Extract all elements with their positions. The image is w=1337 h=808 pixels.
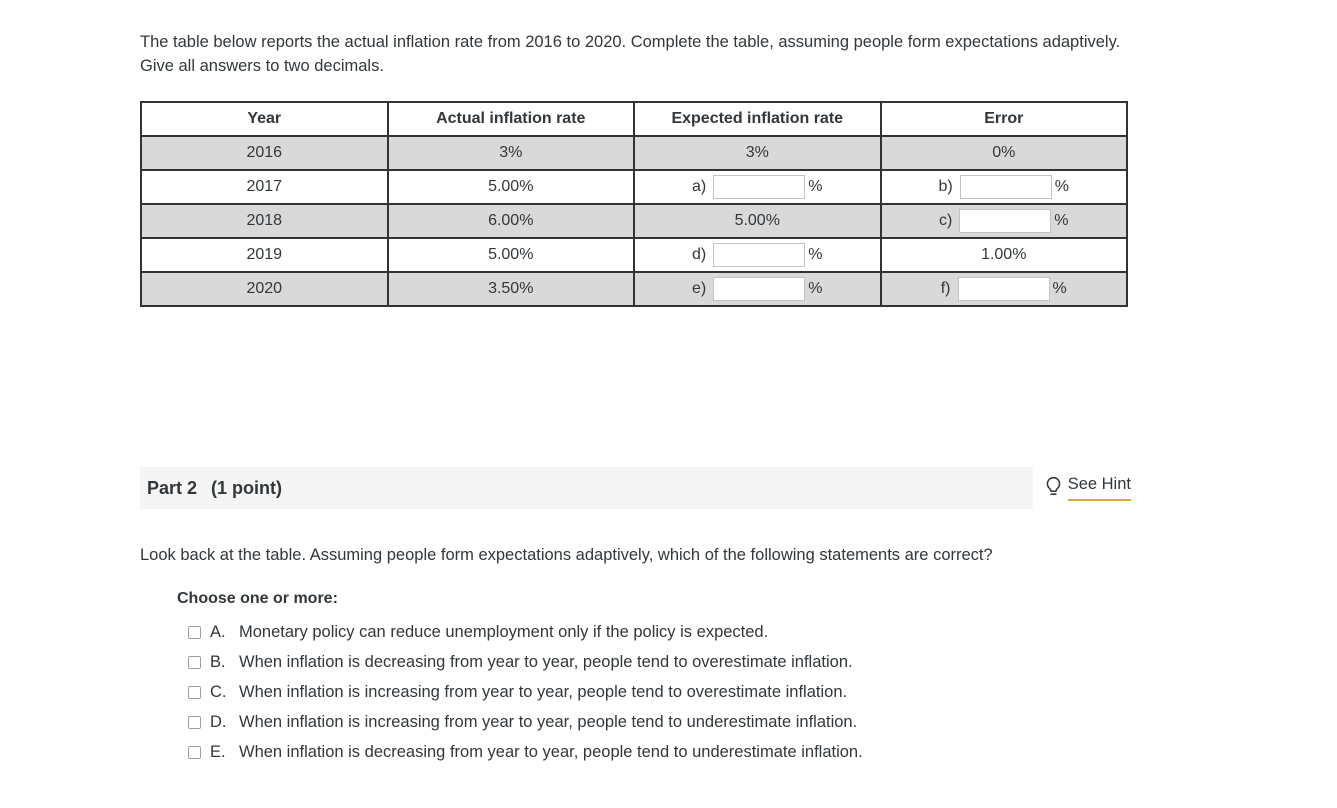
choice-letter: E. (210, 742, 226, 761)
choice-text: When inflation is decreasing from year t… (239, 742, 863, 761)
cell-error: b) % (879, 169, 1128, 205)
answer-label-a: a) (692, 178, 707, 195)
cell-actual: 3.50% (386, 271, 635, 307)
cell-actual: 5.00% (386, 169, 635, 205)
answer-input-f[interactable] (957, 277, 1050, 301)
choice-a: A. Monetary policy can reduce unemployme… (188, 617, 1128, 647)
choice-text: When inflation is increasing from year t… (239, 712, 858, 731)
col-header-error: Error (879, 101, 1128, 137)
see-hint-link[interactable]: See Hint (1032, 467, 1131, 509)
choice-text: When inflation is increasing from year t… (239, 682, 848, 701)
cell-expected: e) % (633, 271, 882, 307)
col-header-year: Year (140, 101, 389, 137)
part2-title: Part 2 (147, 477, 198, 498)
cell-year: 2016 (140, 135, 389, 171)
percent-suffix: % (1054, 212, 1069, 229)
cell-actual: 3% (386, 135, 635, 171)
answer-label-b: b) (938, 178, 953, 195)
part2-points: (1 point) (211, 477, 283, 498)
choice-d-checkbox[interactable] (188, 715, 201, 729)
table-row: 2019 5.00% d) % 1.00% (140, 237, 1128, 273)
answer-input-c[interactable] (959, 209, 1052, 233)
answer-label-e: e) (692, 280, 707, 297)
cell-error: 1.00% (879, 237, 1128, 273)
table-row: 2016 3% 3% 0% (140, 135, 1128, 171)
answer-input-e[interactable] (713, 277, 806, 301)
table-row: 2018 6.00% 5.00% c) % (140, 203, 1128, 239)
answer-label-c: c) (938, 212, 953, 229)
choice-letter: C. (210, 682, 227, 701)
percent-suffix: % (808, 246, 823, 263)
part2-question: Look back at the table. Assuming people … (140, 546, 993, 564)
see-hint-label: See Hint (1067, 475, 1131, 501)
choice-letter: B. (210, 652, 226, 671)
cell-year: 2018 (140, 203, 389, 239)
part2-header-bar: Part 2 (1 point) See Hint (140, 467, 1131, 509)
cell-error: f) % (879, 271, 1128, 307)
choice-e: E. When inflation is decreasing from yea… (188, 737, 1128, 767)
col-header-actual: Actual inflation rate (386, 101, 635, 137)
cell-year: 2020 (140, 271, 389, 307)
choices-list: A. Monetary policy can reduce unemployme… (188, 617, 1128, 767)
percent-suffix: % (808, 280, 823, 297)
choice-d: D. When inflation is increasing from yea… (188, 707, 1128, 737)
choice-letter: D. (210, 712, 227, 731)
cell-actual: 5.00% (386, 237, 635, 273)
cell-expected: 3% (633, 135, 882, 171)
answer-label-f: f) (940, 280, 951, 297)
choice-letter: A. (210, 622, 226, 641)
cell-error: 0% (879, 135, 1128, 171)
part1-instructions: The table below reports the actual infla… (140, 33, 1121, 75)
choose-one-or-more-label: Choose one or more: (177, 590, 338, 607)
percent-suffix: % (808, 178, 823, 195)
cell-year: 2019 (140, 237, 389, 273)
choice-b: B. When inflation is decreasing from yea… (188, 647, 1128, 677)
cell-expected: d) % (633, 237, 882, 273)
inflation-table: Year Actual inflation rate Expected infl… (140, 101, 1128, 307)
cell-error: c) % (879, 203, 1128, 239)
col-header-expected: Expected inflation rate (633, 101, 882, 137)
cell-year: 2017 (140, 169, 389, 205)
choice-text: When inflation is decreasing from year t… (239, 652, 853, 671)
choice-b-checkbox[interactable] (188, 655, 201, 669)
table-row: 2020 3.50% e) % f) % (140, 271, 1128, 307)
table-header-row: Year Actual inflation rate Expected infl… (140, 101, 1128, 137)
lightbulb-icon (1046, 476, 1061, 495)
answer-input-b[interactable] (959, 175, 1052, 199)
choice-a-checkbox[interactable] (188, 625, 201, 639)
percent-suffix: % (1052, 280, 1067, 297)
answer-input-d[interactable] (713, 243, 806, 267)
cell-actual: 6.00% (386, 203, 635, 239)
answer-input-a[interactable] (713, 175, 806, 199)
choice-e-checkbox[interactable] (188, 745, 201, 759)
choice-text: Monetary policy can reduce unemployment … (239, 622, 769, 641)
choice-c: C. When inflation is increasing from yea… (188, 677, 1128, 707)
answer-label-d: d) (692, 246, 707, 263)
cell-expected: a) % (633, 169, 882, 205)
table-row: 2017 5.00% a) % b) % (140, 169, 1128, 205)
cell-expected: 5.00% (633, 203, 882, 239)
assignment-content: The table below reports the actual infla… (140, 33, 1131, 767)
percent-suffix: % (1054, 178, 1069, 195)
choice-c-checkbox[interactable] (188, 685, 201, 699)
